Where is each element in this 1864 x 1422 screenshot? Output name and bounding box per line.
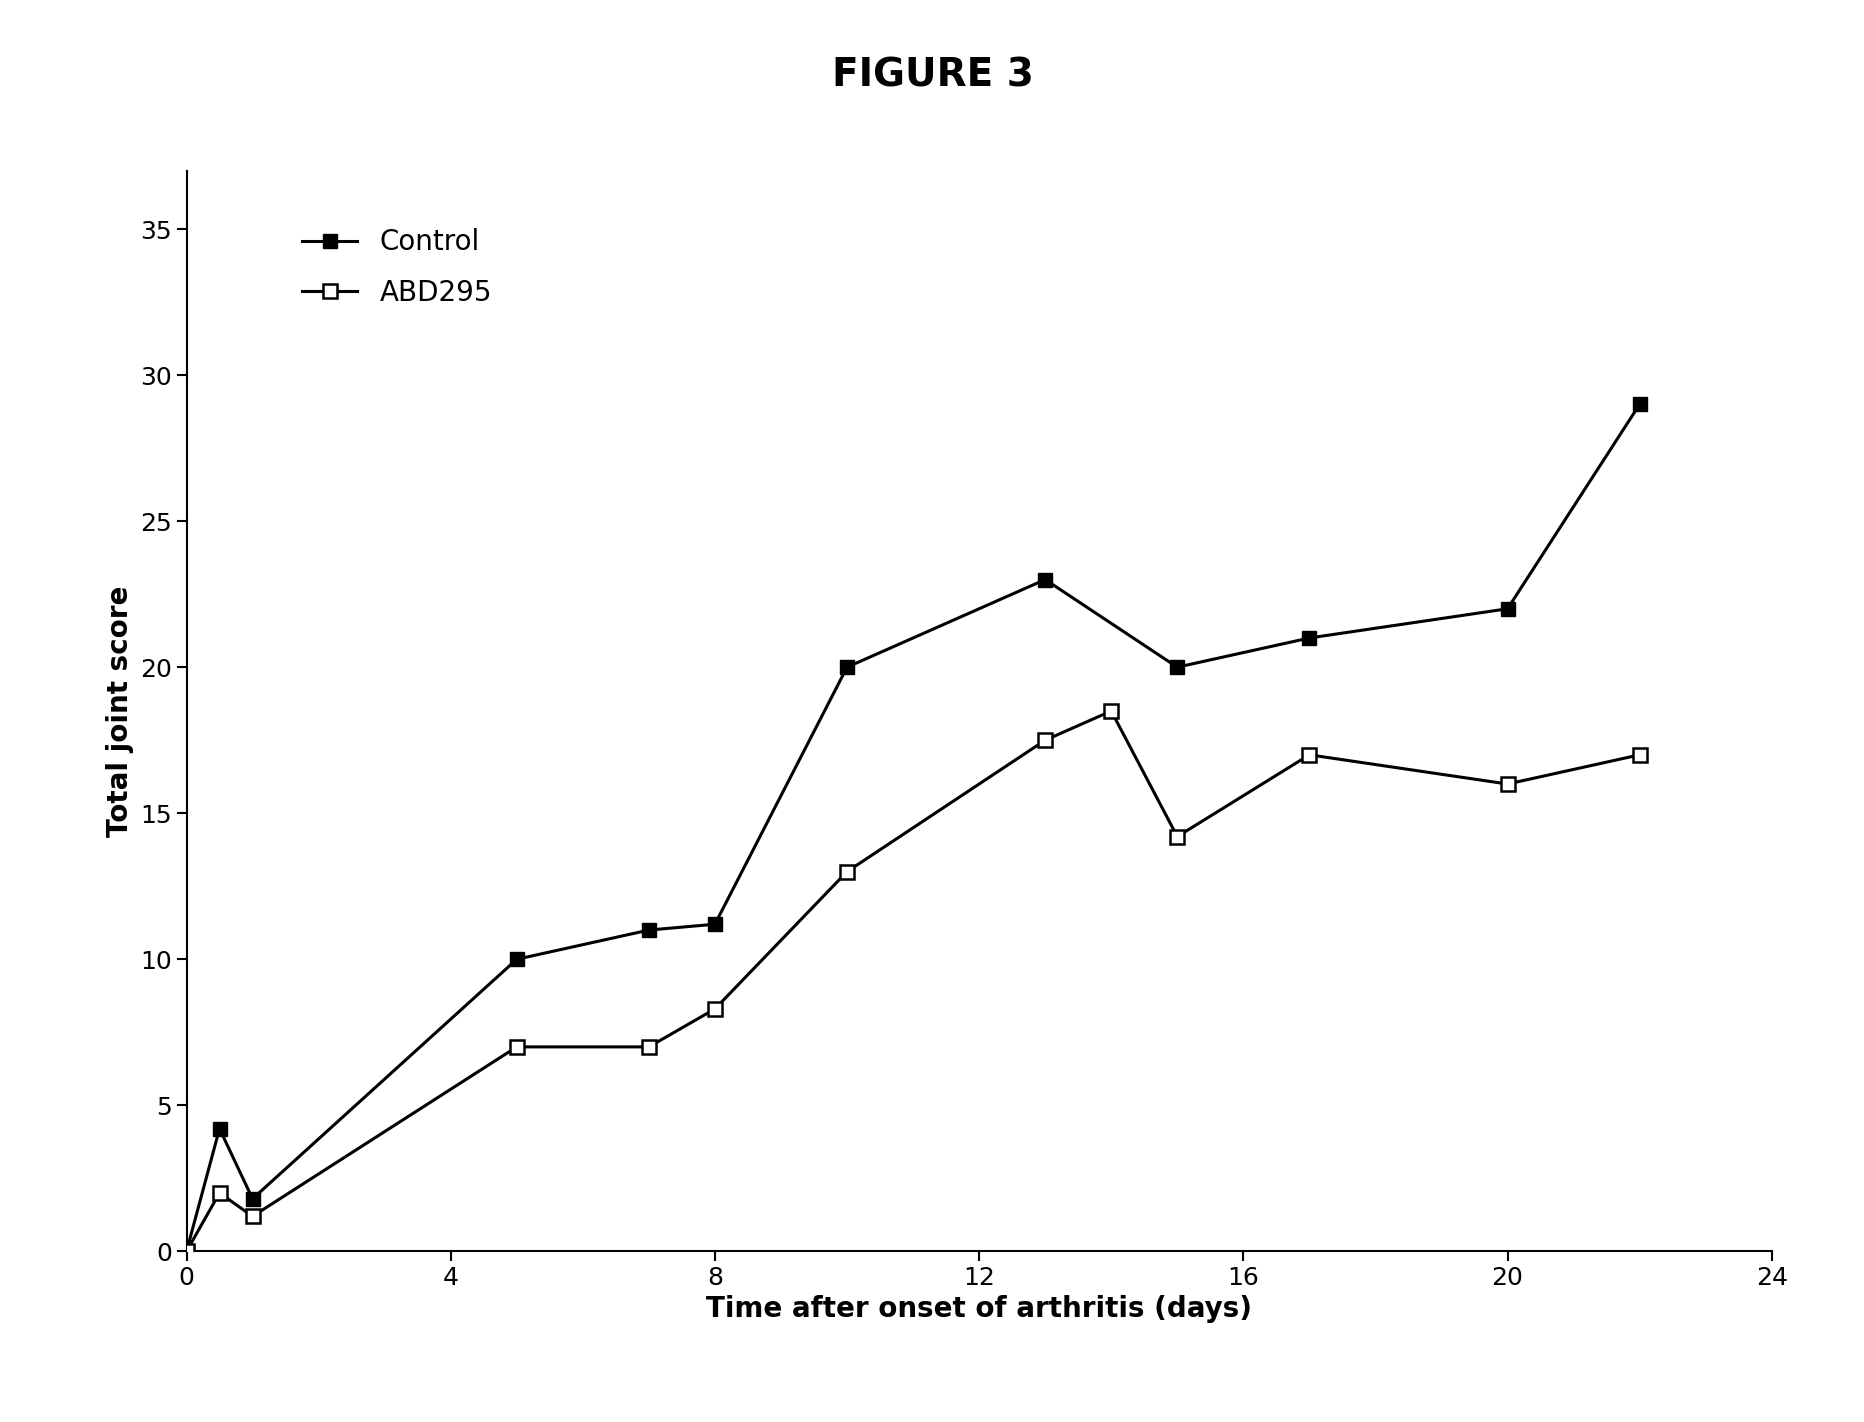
ABD295 — [1495, 775, 1517, 792]
Control — [1033, 572, 1055, 589]
Control — [209, 1121, 231, 1138]
Control — [703, 916, 725, 933]
Line: ABD295: ABD295 — [179, 704, 1646, 1258]
Control — [1495, 600, 1517, 617]
Control — [1297, 630, 1320, 647]
Legend: Control, ABD295: Control, ABD295 — [280, 206, 514, 328]
ABD295 — [703, 1001, 725, 1018]
ABD295 — [1627, 747, 1650, 764]
ABD295 — [637, 1038, 660, 1055]
ABD295 — [1297, 747, 1320, 764]
ABD295 — [175, 1243, 198, 1260]
ABD295 — [209, 1185, 231, 1202]
Y-axis label: Total joint score: Total joint score — [106, 586, 134, 836]
X-axis label: Time after onset of arthritis (days): Time after onset of arthritis (days) — [706, 1295, 1251, 1324]
Control — [835, 658, 857, 675]
ABD295 — [1033, 732, 1055, 749]
Control — [240, 1190, 263, 1207]
Control — [505, 951, 528, 968]
Control — [1165, 658, 1187, 675]
ABD295 — [240, 1207, 263, 1224]
ABD295 — [1100, 702, 1122, 720]
Control — [637, 921, 660, 939]
ABD295 — [1165, 828, 1187, 845]
Control — [175, 1243, 198, 1260]
Control — [1627, 395, 1650, 412]
Text: FIGURE 3: FIGURE 3 — [831, 57, 1033, 95]
ABD295 — [505, 1038, 528, 1055]
Line: Control: Control — [179, 397, 1646, 1258]
ABD295 — [835, 863, 857, 880]
